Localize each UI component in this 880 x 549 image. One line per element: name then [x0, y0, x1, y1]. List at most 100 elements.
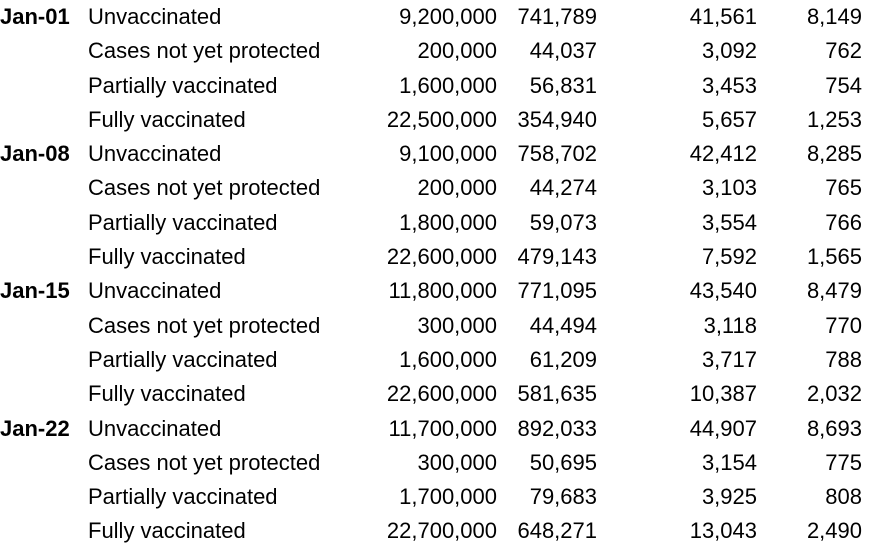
value-cell: 11,800,000: [388, 278, 497, 304]
category-cell: Fully vaccinated: [88, 381, 246, 407]
value-cell: 200,000: [417, 38, 497, 64]
value-cell: 300,000: [417, 312, 497, 338]
category-cell: Partially vaccinated: [88, 346, 278, 372]
category-cell: Partially vaccinated: [88, 72, 278, 98]
table-row: Jan-08 Unvaccinated 9,100,000 758,702 42,412…: [0, 137, 880, 171]
category-cell: Unvaccinated: [88, 415, 222, 441]
value-cell: 765: [825, 175, 862, 201]
category-cell: Unvaccinated: [88, 141, 222, 167]
value-cell: 479,143: [517, 244, 597, 270]
date-cell: [0, 240, 88, 274]
value-cell: 766: [825, 209, 862, 235]
table-row: Cases not yet protected 200,000 44,037 3,09…: [0, 34, 880, 68]
value-cell: 3,103: [701, 175, 757, 201]
value-cell: 8,149: [806, 4, 862, 29]
value-cell: 3,118: [703, 312, 757, 338]
value-cell: 44,907: [689, 415, 757, 441]
value-cell: 44,494: [529, 312, 597, 338]
value-cell: 10,387: [689, 381, 757, 407]
value-cell: 8,693: [806, 415, 862, 441]
table-row: Jan-15 Unvaccinated 11,800,000 771,095 43,54…: [0, 274, 880, 308]
date-cell: Jan-08: [0, 141, 70, 167]
value-cell: 581,635: [517, 381, 597, 407]
value-cell: 42,412: [689, 141, 757, 167]
value-cell: 43,540: [689, 278, 757, 304]
value-cell: 22,600,000: [386, 244, 497, 270]
value-cell: 1,253: [806, 106, 862, 132]
value-cell: 770: [825, 312, 862, 338]
table-row: Partially vaccinated 1,600,000 61,209 3,717…: [0, 343, 880, 377]
table-row: Fully vaccinated 22,700,000 648,271 13,043 2…: [0, 514, 880, 548]
value-cell: 762: [825, 38, 862, 64]
category-cell: Cases not yet protected: [88, 38, 321, 64]
value-cell: 44,037: [529, 38, 597, 64]
table-row: Jan-22 Unvaccinated 11,700,000 892,033 44,90…: [0, 412, 880, 446]
category-cell: Partially vaccinated: [88, 484, 278, 510]
value-cell: 44,274: [529, 175, 597, 201]
table-row: Fully vaccinated 22,500,000 354,940 5,657 1,…: [0, 103, 880, 137]
value-cell: 8,285: [806, 141, 862, 167]
value-cell: 1,600,000: [399, 72, 497, 98]
value-cell: 788: [825, 346, 862, 372]
date-cell: [0, 171, 88, 205]
date-cell: [0, 514, 88, 548]
date-cell: [0, 69, 88, 103]
date-cell: [0, 103, 88, 137]
date-cell: Jan-15: [0, 278, 70, 304]
value-cell: 3,925: [701, 484, 757, 510]
value-cell: 50,695: [529, 449, 597, 475]
category-cell: Cases not yet protected: [88, 175, 321, 201]
value-cell: 354,940: [517, 106, 597, 132]
value-cell: 56,831: [529, 72, 597, 98]
value-cell: 200,000: [417, 175, 497, 201]
value-cell: 3,453: [701, 72, 757, 98]
value-cell: 22,700,000: [386, 518, 497, 544]
category-cell: Partially vaccinated: [88, 209, 278, 235]
table-row: Partially vaccinated 1,700,000 79,683 3,925…: [0, 480, 880, 514]
value-cell: 1,800,000: [399, 209, 497, 235]
date-cell: Jan-22: [0, 415, 70, 441]
value-cell: 22,600,000: [386, 381, 497, 407]
value-cell: 300,000: [417, 449, 497, 475]
table-row: Partially vaccinated 1,600,000 56,831 3,453…: [0, 69, 880, 103]
table-row: Fully vaccinated 22,600,000 479,143 7,592 1,…: [0, 240, 880, 274]
value-cell: 741,789: [517, 4, 597, 29]
table-row: Fully vaccinated 22,600,000 581,635 10,387 2…: [0, 377, 880, 411]
table-row: Partially vaccinated 1,800,000 59,073 3,554…: [0, 206, 880, 240]
value-cell: 2,490: [806, 518, 862, 544]
table-row: Cases not yet protected 300,000 44,494 3,11…: [0, 309, 880, 343]
category-cell: Cases not yet protected: [88, 449, 321, 475]
table-row: Cases not yet protected 300,000 50,695 3,15…: [0, 446, 880, 480]
category-cell: Cases not yet protected: [88, 312, 321, 338]
value-cell: 808: [825, 484, 862, 510]
value-cell: 3,092: [701, 38, 757, 64]
value-cell: 754: [825, 72, 862, 98]
date-cell: [0, 34, 88, 68]
value-cell: 41,561: [689, 4, 757, 29]
value-cell: 3,154: [701, 449, 757, 475]
date-cell: [0, 206, 88, 240]
category-cell: Unvaccinated: [88, 4, 222, 29]
date-cell: [0, 377, 88, 411]
value-cell: 61,209: [529, 346, 597, 372]
value-cell: 7,592: [701, 244, 757, 270]
category-cell: Fully vaccinated: [88, 518, 246, 544]
category-cell: Unvaccinated: [88, 278, 222, 304]
value-cell: 1,565: [806, 244, 862, 270]
value-cell: 11,700,000: [388, 415, 497, 441]
value-cell: 9,100,000: [399, 141, 497, 167]
value-cell: 758,702: [517, 141, 597, 167]
value-cell: 3,717: [701, 346, 757, 372]
value-cell: 1,600,000: [399, 346, 497, 372]
date-cell: Jan-01: [0, 4, 70, 29]
value-cell: 5,657: [701, 106, 757, 132]
value-cell: 59,073: [529, 209, 597, 235]
value-cell: 79,683: [529, 484, 597, 510]
value-cell: 771,095: [517, 278, 597, 304]
date-cell: [0, 343, 88, 377]
category-cell: Fully vaccinated: [88, 106, 246, 132]
value-cell: 3,554: [701, 209, 757, 235]
value-cell: 892,033: [517, 415, 597, 441]
